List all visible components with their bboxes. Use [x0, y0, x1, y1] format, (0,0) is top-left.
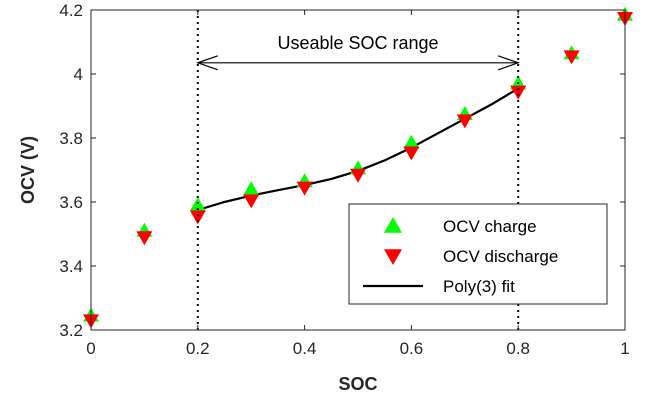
y-tick-layer: 3.2 3.4 3.6 3.8 4 4.2 [59, 1, 625, 340]
discharge-point [456, 114, 473, 129]
charge-point [243, 181, 260, 196]
legend-swatch [384, 217, 402, 233]
x-tick-label: 0.2 [186, 339, 210, 358]
x-tick-label: 0.4 [293, 339, 317, 358]
range-label: Useable SOC range [277, 33, 438, 53]
y-axis-label: OCV (V) [18, 136, 38, 204]
range-arrow-head-left [195, 55, 218, 71]
y-tick-label: 3.4 [59, 257, 83, 276]
legend-items: OCV charge OCV discharge Poly(3) fit [363, 217, 558, 296]
x-tick-label: 1 [620, 339, 629, 358]
legend-label: Poly(3) fit [443, 277, 515, 296]
x-tick-layer: 0 0.2 0.4 0.6 0.8 1 [86, 10, 630, 358]
y-tick-label: 3.8 [59, 129, 83, 148]
charge-point [189, 197, 206, 212]
discharge-point [243, 194, 260, 209]
legend-label: OCV discharge [443, 247, 558, 266]
axes-layer [90, 9, 626, 331]
y-tick-label: 4.2 [59, 1, 83, 20]
discharge-point [510, 85, 527, 100]
discharge-point [136, 231, 153, 246]
x-tick-label: 0.6 [400, 339, 424, 358]
y-tick-label: 4 [74, 65, 83, 84]
marker-layer [83, 6, 633, 329]
y-tick-label: 3.2 [59, 321, 83, 340]
discharge-point [563, 50, 580, 65]
x-tick-label: 0 [86, 339, 95, 358]
x-tick-label: 0.8 [506, 339, 530, 358]
discharge-point [350, 168, 366, 183]
x-axis-label: SOC [338, 374, 377, 394]
legend: OCV charge OCV discharge Poly(3) fit [348, 203, 608, 305]
legend-swatch [384, 249, 402, 265]
discharge-point [403, 146, 420, 161]
legend-label: OCV charge [443, 217, 537, 236]
axes-box [90, 9, 626, 331]
discharge-point [189, 210, 206, 225]
y-tick-label: 3.6 [59, 193, 83, 212]
discharge-point [296, 181, 313, 196]
range-arrow-head-right [498, 55, 521, 71]
charge-point [403, 134, 420, 149]
annotation-layer: Useable SOC range [195, 10, 521, 330]
